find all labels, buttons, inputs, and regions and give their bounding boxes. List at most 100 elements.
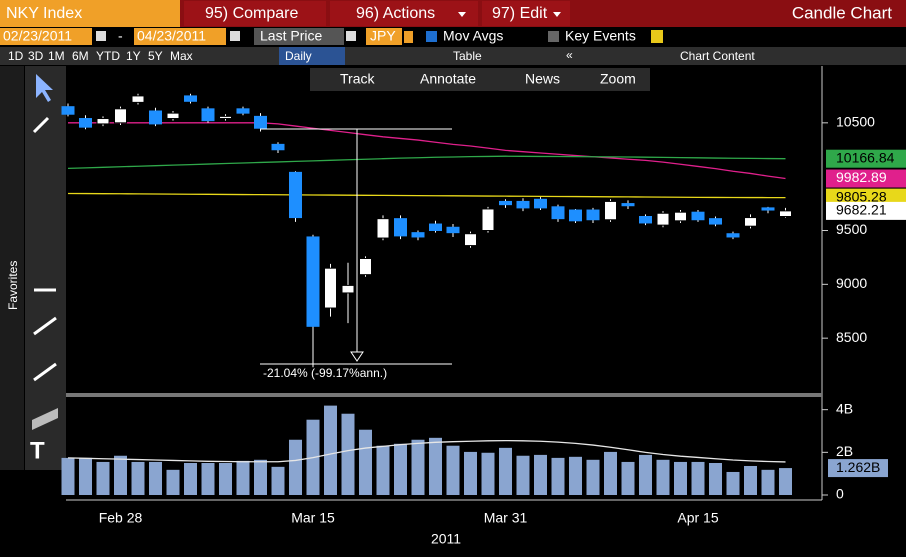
volume-bar	[779, 468, 792, 495]
volume-bar	[219, 463, 232, 495]
volume-bar	[691, 461, 705, 495]
start-date[interactable]: 02/23/2011	[3, 28, 72, 44]
volume-bar	[131, 461, 145, 495]
candle-body	[254, 115, 267, 129]
period-button[interactable]: 1D	[8, 49, 24, 63]
volume-bar	[429, 437, 442, 495]
candle-body	[201, 108, 215, 122]
volume-bar	[569, 456, 582, 495]
calendar-icon[interactable]	[230, 31, 240, 41]
volume-bar	[674, 461, 687, 495]
period-button[interactable]: YTD	[96, 49, 120, 63]
start-date-box[interactable]	[0, 28, 92, 45]
compare-button[interactable]	[184, 1, 326, 26]
mov-avgs-checkbox[interactable]	[426, 31, 437, 42]
ticker-box[interactable]	[0, 0, 180, 27]
candle-body	[96, 118, 110, 125]
volume-bar	[394, 443, 407, 495]
pane-divider	[66, 393, 822, 397]
collapse-button[interactable]: «	[566, 48, 573, 62]
segment-tool[interactable]	[33, 362, 57, 382]
volume-bar	[726, 471, 740, 495]
candle-body	[376, 218, 390, 239]
period-button[interactable]: 1M	[48, 49, 65, 63]
chart-tool[interactable]: Annotate	[420, 71, 476, 87]
actions-button[interactable]	[330, 1, 478, 26]
dropdown-arrow	[553, 12, 561, 17]
candle-body	[236, 108, 250, 114]
volume-bar	[149, 461, 162, 495]
pointer-tool[interactable]	[36, 74, 53, 102]
period-button[interactable]: 5Y	[148, 49, 163, 63]
period-button[interactable]: Max	[170, 49, 193, 63]
channel-tool[interactable]	[32, 408, 58, 430]
currency[interactable]: JPY	[370, 28, 396, 44]
measure-arrow	[350, 351, 364, 362]
currency-box[interactable]	[366, 28, 402, 45]
actions-label[interactable]: 96) Actions	[356, 5, 435, 22]
draw-tool[interactable]	[32, 116, 50, 134]
end-date-box[interactable]	[134, 28, 226, 45]
candle-body	[411, 232, 425, 238]
last-value-label: 9682.21	[836, 202, 887, 218]
volume-bar	[114, 455, 127, 495]
chart-tool[interactable]: News	[525, 71, 560, 87]
candle-body	[289, 171, 302, 219]
ticker[interactable]: NKY Index	[6, 5, 82, 22]
volume-bar	[481, 452, 495, 495]
moving-average	[67, 192, 786, 199]
edit-label[interactable]: 97) Edit	[492, 5, 548, 22]
volume-bar	[96, 461, 110, 495]
dropdown-icon[interactable]	[404, 31, 413, 43]
candle-body	[114, 108, 127, 124]
volume-bar	[499, 447, 512, 495]
period-button[interactable]: 1Y	[126, 49, 141, 63]
x-axis-label: 2011	[431, 531, 461, 547]
info-icon[interactable]	[651, 30, 663, 43]
period-buttons: 1D 3D 1M 6M YTD 1Y 5Y Max	[8, 49, 193, 63]
volume-bar	[359, 429, 372, 495]
key-events-checkbox[interactable]	[548, 31, 559, 42]
candle-body	[429, 223, 442, 231]
chart-title: Candle Chart	[792, 3, 892, 22]
volume-bar	[464, 451, 477, 495]
candle-body	[481, 208, 495, 231]
calendar-icon[interactable]	[96, 31, 106, 41]
candle-body	[61, 106, 75, 115]
dropdown-icon[interactable]	[346, 31, 356, 41]
period-button[interactable]: 3D	[28, 49, 44, 63]
frequency-button[interactable]	[279, 47, 345, 65]
end-date[interactable]: 04/23/2011	[137, 28, 206, 44]
volume-bar	[639, 454, 652, 495]
candle-body	[219, 115, 232, 120]
mov-avgs-label[interactable]: Mov Avgs	[443, 28, 503, 44]
volume-bar	[61, 457, 75, 495]
text-tool[interactable]: T	[30, 437, 45, 464]
table-button[interactable]: Table	[453, 49, 482, 63]
key-events-label[interactable]: Key Events	[565, 28, 636, 44]
x-tick-label: Mar 31	[484, 510, 528, 526]
ray-tool[interactable]	[33, 316, 57, 336]
chart-tool[interactable]: Track	[340, 71, 375, 87]
volume-tick-label: 2B	[836, 443, 853, 459]
volume-bar	[411, 439, 425, 495]
period-button[interactable]: 6M	[72, 49, 89, 63]
chart-tool[interactable]: Zoom	[600, 71, 636, 87]
candle-body	[359, 257, 372, 276]
frequency[interactable]: Daily	[285, 49, 312, 63]
dropdown-arrow	[458, 12, 466, 17]
last-value-label: 10166.84	[836, 149, 895, 165]
candle-body	[586, 209, 600, 221]
chart-content-button[interactable]: Chart Content	[680, 49, 755, 63]
field[interactable]: Last Price	[260, 28, 322, 44]
volume-bar	[586, 459, 600, 495]
y-tick-label: 8500	[836, 329, 867, 345]
annotation: -21.04% (-99.17%ann.)	[263, 366, 387, 380]
last-value-badge	[826, 201, 906, 220]
favorites-label[interactable]: Favorites	[6, 261, 20, 310]
chart-tool-bar	[310, 68, 650, 91]
volume-bar	[376, 445, 390, 495]
candle-body	[324, 267, 337, 309]
compare-label[interactable]: 95) Compare	[205, 5, 298, 22]
field-box[interactable]	[254, 28, 344, 45]
